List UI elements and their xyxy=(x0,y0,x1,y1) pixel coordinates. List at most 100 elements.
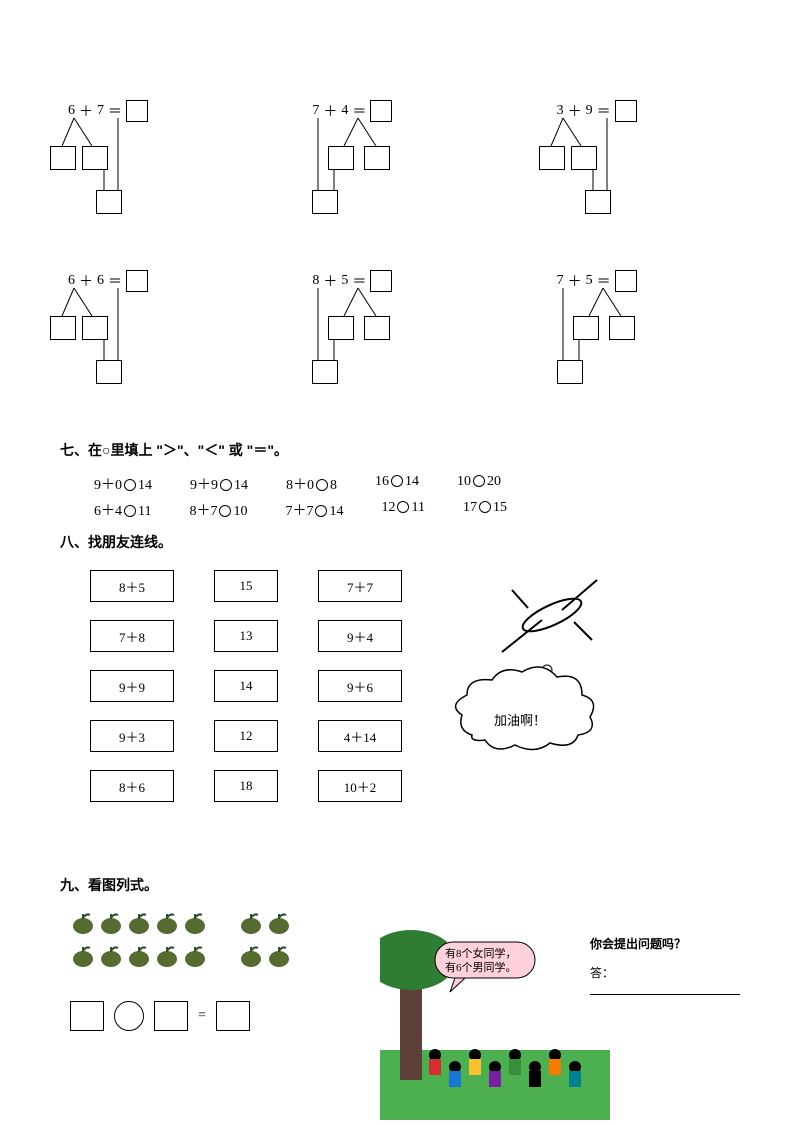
compare-item[interactable]: 1614 xyxy=(375,474,419,494)
match-box[interactable]: 18 xyxy=(214,770,278,802)
cloud-icon: 加油啊！ xyxy=(456,667,594,750)
eq-box-3[interactable] xyxy=(216,1001,250,1031)
compare-item[interactable]: 8＋08 xyxy=(286,474,337,494)
apple-icon xyxy=(266,911,292,940)
speech-bubble: 有8个女同学， 有6个男同学。 xyxy=(435,942,535,992)
apple-icon xyxy=(266,944,292,973)
eq-op-circle[interactable] xyxy=(114,1001,144,1031)
compare-circle[interactable] xyxy=(316,479,328,491)
match-box[interactable]: 9＋4 xyxy=(318,620,402,652)
tree-row-1: 6 ＋ 7 ＝ 7 ＋ 4 ＝ xyxy=(60,100,733,240)
split-box-1[interactable] xyxy=(328,316,354,340)
match-box[interactable]: 8＋6 xyxy=(90,770,174,802)
compare-item[interactable]: 1211 xyxy=(381,500,424,520)
tree-lines xyxy=(549,100,749,240)
result-box[interactable] xyxy=(585,190,611,214)
split-box-1[interactable] xyxy=(50,316,76,340)
compare-item[interactable]: 8＋710 xyxy=(189,500,247,520)
apple-icon xyxy=(154,944,180,973)
result-box[interactable] xyxy=(96,360,122,384)
kid-icon xyxy=(509,1049,521,1075)
apple-icon xyxy=(98,911,124,940)
compare-item[interactable]: 1020 xyxy=(457,474,501,494)
match-box[interactable]: 9＋3 xyxy=(90,720,174,752)
apple-group-2 xyxy=(238,911,292,973)
result-box[interactable] xyxy=(312,190,338,214)
compare-circle[interactable] xyxy=(473,475,485,487)
result-box[interactable] xyxy=(96,190,122,214)
compare-circle[interactable] xyxy=(124,479,136,491)
compare-item[interactable]: 9＋914 xyxy=(190,474,248,494)
match-box[interactable]: 12 xyxy=(214,720,278,752)
apple-icon xyxy=(70,911,96,940)
compare-circle[interactable] xyxy=(124,505,136,517)
tree-3-plus-9: 3 ＋ 9 ＝ xyxy=(549,100,733,240)
result-box[interactable] xyxy=(312,360,338,384)
match-box[interactable]: 13 xyxy=(214,620,278,652)
plane-illustration: 加油啊！ xyxy=(442,570,622,825)
compare-item[interactable]: 6＋411 xyxy=(94,500,151,520)
apple-icon xyxy=(182,911,208,940)
apple-icon xyxy=(182,944,208,973)
tree-lines xyxy=(549,270,749,410)
compare-circle[interactable] xyxy=(315,505,327,517)
split-box-2[interactable] xyxy=(571,146,597,170)
tree-lines xyxy=(60,100,260,240)
compare-circle[interactable] xyxy=(219,505,231,517)
kid-icon xyxy=(549,1049,561,1075)
airplane-icon xyxy=(502,580,597,652)
eq-equals: = xyxy=(198,1008,206,1024)
compare-circle[interactable] xyxy=(391,475,403,487)
split-box-1[interactable] xyxy=(573,316,599,340)
tree-lines xyxy=(304,270,504,410)
cheer-text: 加油啊！ xyxy=(494,713,546,728)
tree-7-plus-5: 7 ＋ 5 ＝ xyxy=(549,270,733,410)
split-box-1[interactable] xyxy=(50,146,76,170)
tree-lines xyxy=(304,100,504,240)
match-box[interactable]: 7＋8 xyxy=(90,620,174,652)
split-box-2[interactable] xyxy=(364,146,390,170)
eq-box-2[interactable] xyxy=(154,1001,188,1031)
compare-circle[interactable] xyxy=(397,501,409,513)
kid-icon xyxy=(469,1049,481,1075)
compare-item[interactable]: 1715 xyxy=(463,500,507,520)
compare-item[interactable]: 9＋014 xyxy=(94,474,152,494)
kid-icon xyxy=(449,1061,461,1087)
match-box[interactable]: 15 xyxy=(214,570,278,602)
match-box[interactable]: 8＋5 xyxy=(90,570,174,602)
split-box-1[interactable] xyxy=(539,146,565,170)
match-box[interactable]: 7＋7 xyxy=(318,570,402,602)
match-box[interactable]: 10＋2 xyxy=(318,770,402,802)
answer-line[interactable] xyxy=(590,981,740,995)
match-box[interactable]: 14 xyxy=(214,670,278,702)
section7-title: 七、在○里填上 "＞"、"＜" 或 "＝"。 xyxy=(60,440,733,460)
match-box[interactable]: 4＋14 xyxy=(318,720,402,752)
match-box[interactable]: 9＋9 xyxy=(90,670,174,702)
tree-8-plus-5: 8 ＋ 5 ＝ xyxy=(304,270,488,410)
compare-circle[interactable] xyxy=(479,501,491,513)
tree-6-plus-7: 6 ＋ 7 ＝ xyxy=(60,100,244,240)
split-box-2[interactable] xyxy=(364,316,390,340)
kid-icon xyxy=(569,1061,581,1087)
compare-rows: 9＋014 9＋914 8＋08 1614 1020 6＋411 8＋710 7＋714 121… xyxy=(60,474,733,520)
prompt-text: 你会提出问题吗？ xyxy=(590,935,750,952)
compare-item[interactable]: 7＋714 xyxy=(285,500,343,520)
compare-circle[interactable] xyxy=(220,479,232,491)
split-box-1[interactable] xyxy=(328,146,354,170)
kid-icon xyxy=(529,1061,541,1087)
split-box-2[interactable] xyxy=(609,316,635,340)
apple-icon xyxy=(238,944,264,973)
section9-title: 九、看图列式。 xyxy=(60,875,733,895)
speech-line-2: 有6个男同学。 xyxy=(445,960,517,974)
match-col-right: 7＋7 9＋4 9＋6 4＋14 10＋2 xyxy=(318,570,402,825)
section9-scene: 有8个女同学， 有6个男同学。 你会提出问题吗？ 答： xyxy=(380,930,750,1125)
apple-icon xyxy=(238,911,264,940)
match-box[interactable]: 9＋6 xyxy=(318,670,402,702)
answer-label: 答： xyxy=(590,966,614,980)
result-box[interactable] xyxy=(557,360,583,384)
section8-title: 八、找朋友连线。 xyxy=(60,532,733,552)
split-box-2[interactable] xyxy=(82,146,108,170)
eq-box-1[interactable] xyxy=(70,1001,104,1031)
split-box-2[interactable] xyxy=(82,316,108,340)
kid-icon xyxy=(429,1049,441,1075)
